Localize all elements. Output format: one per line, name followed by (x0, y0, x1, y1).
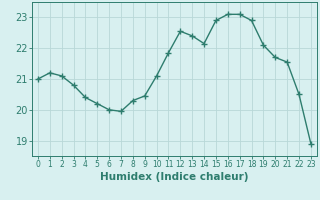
X-axis label: Humidex (Indice chaleur): Humidex (Indice chaleur) (100, 172, 249, 182)
